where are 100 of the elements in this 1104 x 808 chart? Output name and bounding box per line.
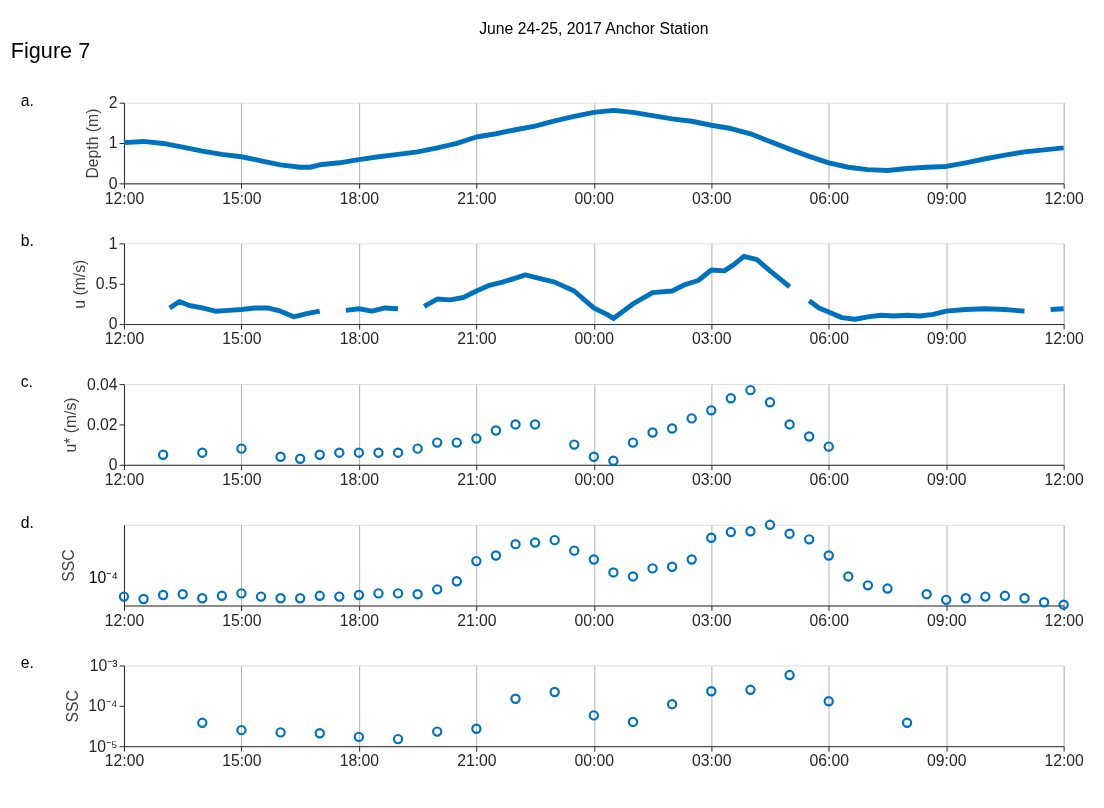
point [666, 423, 678, 434]
point [314, 449, 325, 460]
point [608, 455, 619, 466]
point [353, 731, 365, 743]
point [666, 561, 678, 572]
x-tick-label: 21:00 [457, 470, 497, 488]
x-tick-label: 00:00 [574, 470, 615, 488]
x-tick-label: 12:00 [104, 752, 145, 770]
x-tick-label: 06:00 [809, 470, 850, 488]
point [941, 594, 952, 606]
point [510, 693, 521, 704]
point [647, 563, 658, 574]
point [529, 537, 541, 548]
y-tick-label: 0.5 [95, 275, 118, 293]
y-tick-label: 10⁻³ [89, 656, 118, 674]
point [706, 405, 717, 416]
y-tick-label: 2 [108, 94, 118, 112]
y-axis-title: SSC [63, 690, 81, 723]
x-tick-label: 03:00 [692, 470, 732, 488]
point [510, 538, 521, 550]
point [412, 443, 423, 454]
point [706, 532, 717, 543]
point [353, 589, 365, 601]
point [608, 567, 619, 578]
x-tick-label: 12:00 [1044, 752, 1085, 770]
point [1019, 593, 1030, 604]
point [471, 555, 482, 567]
x-tick-label: 12:00 [1044, 611, 1085, 629]
point [960, 593, 971, 604]
x-tick-label: 15:00 [222, 470, 262, 488]
point [745, 526, 756, 537]
point [784, 419, 795, 430]
x-tick-label: 06:00 [809, 330, 850, 348]
y-axis-title: u* (m/s) [62, 397, 80, 453]
point [236, 724, 247, 736]
x-tick-label: 09:00 [927, 611, 967, 629]
y-tick-label: 10⁻⁴ [88, 697, 118, 715]
text: e. [20, 654, 34, 672]
point [197, 593, 208, 604]
point [275, 593, 286, 604]
x-tick-label: 06:00 [809, 189, 850, 207]
point [236, 443, 247, 454]
point [373, 588, 384, 599]
point [745, 684, 756, 695]
y-tick-label: 0.04 [86, 375, 118, 393]
point [294, 453, 306, 464]
x-tick-label: 09:00 [927, 330, 967, 348]
point [647, 427, 658, 438]
point [588, 554, 600, 565]
point [843, 571, 854, 582]
point [412, 589, 423, 600]
line-series [121, 107, 1067, 173]
text: b. [20, 232, 34, 250]
point [686, 413, 697, 424]
point [686, 554, 697, 565]
point [823, 550, 834, 561]
point [275, 451, 286, 462]
x-tick-label: 00:00 [574, 189, 615, 207]
point [334, 591, 345, 602]
point [666, 699, 678, 710]
text: c. [20, 373, 33, 391]
x-tick-label: 06:00 [809, 611, 850, 629]
point [999, 590, 1011, 601]
x-tick-label: 03:00 [692, 611, 732, 629]
point [294, 593, 306, 604]
point [510, 419, 521, 430]
point [490, 550, 502, 561]
x-tick-label: 12:00 [104, 330, 145, 348]
point [725, 526, 737, 538]
x-tick-label: 15:00 [222, 330, 262, 348]
point [549, 686, 560, 698]
y-tick-label: 0 [108, 174, 118, 192]
x-tick-label: 03:00 [692, 752, 732, 770]
x-tick-label: 18:00 [339, 330, 380, 348]
caption: Figure 7 [10, 38, 91, 64]
point [627, 437, 639, 448]
point [255, 591, 267, 602]
point [1038, 597, 1050, 608]
x-tick-label: 09:00 [927, 752, 967, 770]
point [197, 717, 208, 728]
point [432, 584, 443, 595]
point [216, 590, 228, 601]
point [627, 571, 639, 582]
point [764, 397, 776, 408]
point [549, 534, 560, 546]
point [803, 534, 815, 545]
point [803, 431, 815, 442]
point [490, 425, 502, 436]
point [451, 576, 462, 587]
point [177, 589, 188, 600]
y-tick-label: 10⁻⁵ [88, 737, 118, 755]
point [373, 447, 384, 458]
y-tick-label: 0.02 [86, 415, 118, 433]
point [451, 437, 462, 448]
y-tick-label: 0 [108, 315, 118, 333]
x-tick-label: 00:00 [574, 752, 615, 770]
x-tick-label: 15:00 [222, 189, 262, 207]
x-tick-label: 03:00 [692, 330, 732, 348]
point [627, 716, 639, 728]
x-tick-label: 00:00 [574, 330, 615, 348]
